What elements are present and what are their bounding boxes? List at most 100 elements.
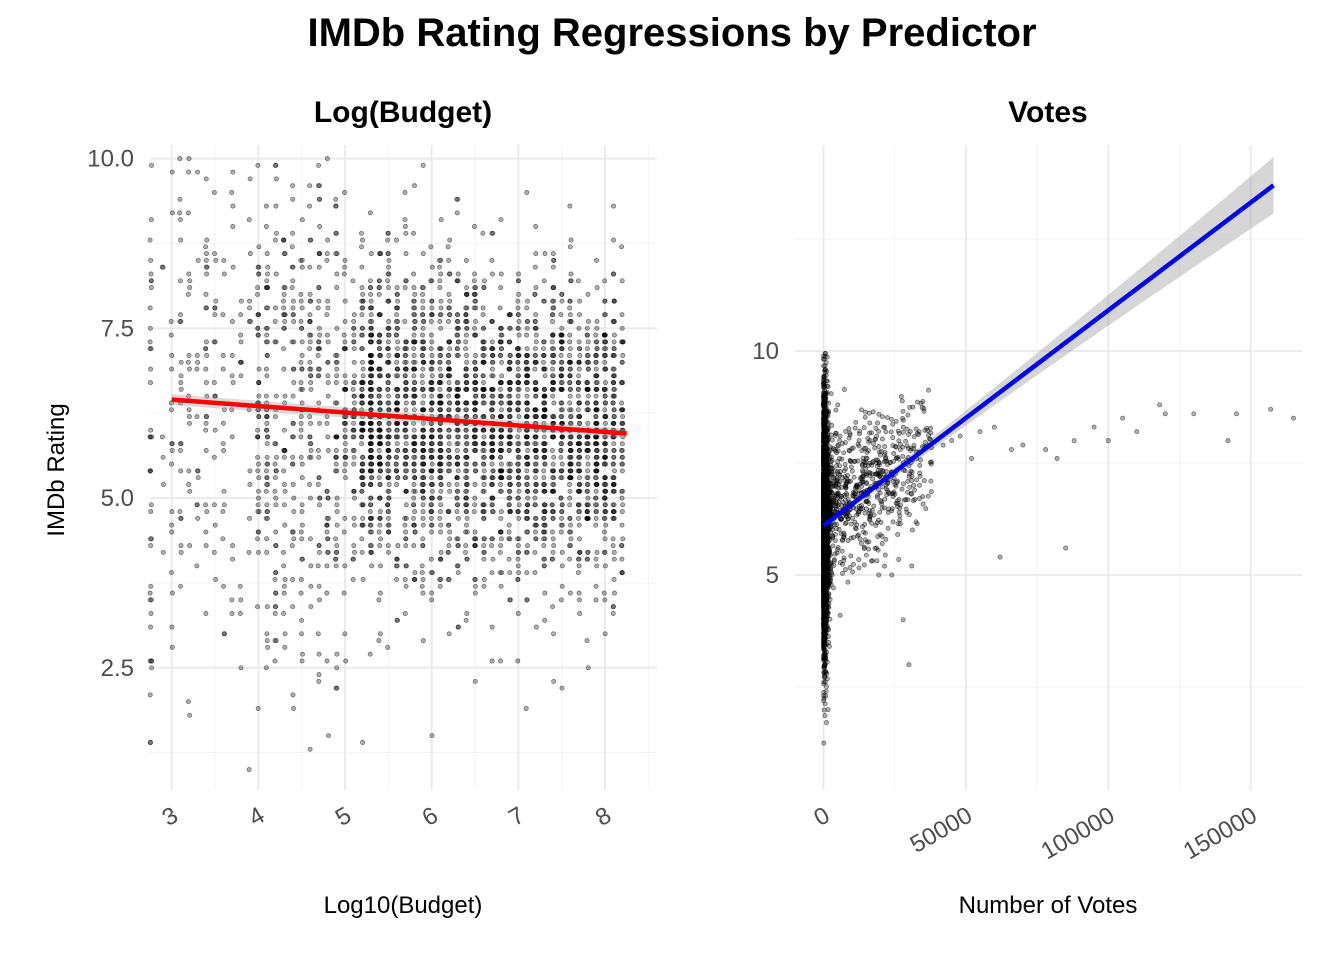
- data-point: [438, 298, 444, 304]
- data-point: [585, 665, 591, 671]
- data-point: [558, 448, 564, 453]
- data-point: [428, 454, 434, 460]
- data-point: [385, 380, 391, 386]
- data-point: [343, 475, 348, 481]
- data-point: [525, 448, 531, 453]
- data-point: [342, 298, 348, 304]
- data-point: [325, 549, 331, 555]
- data-point: [471, 509, 477, 515]
- data-point: [603, 420, 608, 426]
- data-point: [420, 522, 426, 528]
- data-point: [195, 257, 201, 263]
- data-point: [402, 577, 408, 582]
- data-point: [481, 556, 487, 562]
- data-point: [576, 515, 581, 521]
- data-point: [317, 502, 322, 508]
- data-point: [489, 434, 495, 440]
- data-point: [463, 380, 469, 386]
- data-point: [403, 407, 409, 413]
- data-point: [299, 658, 305, 664]
- data-point: [585, 291, 591, 297]
- data-point: [576, 346, 582, 352]
- data-point: [619, 420, 625, 426]
- data-point: [567, 305, 573, 311]
- data-point: [594, 482, 600, 487]
- data-point: [506, 495, 512, 501]
- data-point: [263, 224, 269, 229]
- data-point: [446, 271, 452, 277]
- data-point: [489, 373, 495, 379]
- data-point: [299, 264, 305, 270]
- data-point: [576, 434, 582, 440]
- data-point: [316, 162, 322, 168]
- data-point: [148, 217, 154, 223]
- data-point: [472, 502, 478, 508]
- data-point: [507, 468, 513, 474]
- data-point: [420, 312, 426, 318]
- data-point: [360, 515, 366, 521]
- data-point: [185, 291, 191, 297]
- data-point: [420, 332, 425, 338]
- data-point: [438, 305, 444, 311]
- data-point: [281, 611, 287, 616]
- data-point: [577, 549, 583, 555]
- data-point: [507, 386, 513, 392]
- data-point: [550, 529, 555, 535]
- data-point: [428, 380, 434, 386]
- data-point: [455, 502, 461, 508]
- data-point: [611, 298, 617, 304]
- data-point: [611, 441, 617, 447]
- data-point: [454, 427, 460, 433]
- data-point: [619, 448, 625, 453]
- data-point: [169, 529, 175, 535]
- data-point: [489, 346, 495, 352]
- data-point: [463, 617, 469, 623]
- data-point: [489, 502, 495, 508]
- data-point: [395, 448, 401, 453]
- data-point: [230, 203, 236, 209]
- data-point: [602, 536, 608, 542]
- data-point: [420, 434, 426, 440]
- data-point: [593, 597, 599, 603]
- data-point: [368, 359, 374, 365]
- data-point: [499, 373, 505, 379]
- data-point: [178, 319, 184, 324]
- data-point: [395, 319, 401, 324]
- data-point: [577, 448, 582, 453]
- data-point: [480, 509, 486, 515]
- data-point: [203, 257, 209, 263]
- data-point: [402, 448, 408, 453]
- data-point: [550, 509, 556, 515]
- data-point: [593, 400, 599, 406]
- data-point: [264, 251, 270, 257]
- data-point: [412, 291, 418, 297]
- data-point: [298, 298, 304, 304]
- data-point: [229, 373, 235, 379]
- data-point: [169, 441, 175, 447]
- data-point: [263, 427, 269, 433]
- data-point: [421, 319, 426, 324]
- data-point: [282, 644, 288, 650]
- data-point: [619, 543, 624, 549]
- data-point: [515, 298, 521, 304]
- data-point: [437, 312, 443, 318]
- data-point: [464, 515, 470, 521]
- data-point: [255, 529, 261, 535]
- data-point: [823, 693, 829, 699]
- data-point: [507, 509, 513, 515]
- data-point: [498, 482, 504, 487]
- data-point: [420, 305, 426, 311]
- data-point: [359, 427, 365, 433]
- data-point: [411, 400, 417, 406]
- data-point: [386, 475, 392, 481]
- data-point: [324, 312, 330, 318]
- data-point: [438, 380, 444, 386]
- data-point: [333, 448, 339, 453]
- data-point: [464, 325, 470, 331]
- data-point: [429, 597, 435, 603]
- data-point: [359, 380, 365, 386]
- data-point: [524, 502, 530, 508]
- data-point: [316, 678, 322, 684]
- data-point: [412, 386, 417, 392]
- data-point: [307, 346, 313, 352]
